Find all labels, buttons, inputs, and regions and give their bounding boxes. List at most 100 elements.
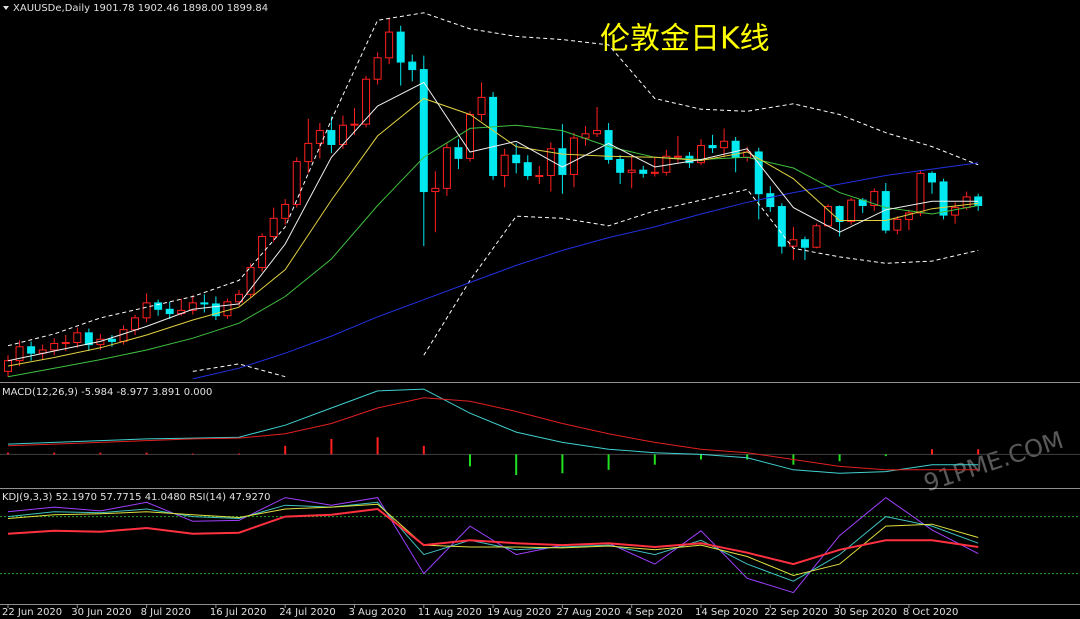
candle-body — [789, 239, 798, 247]
x-tick-label: 8 Oct 2020 — [903, 607, 958, 618]
histogram-bar — [284, 445, 287, 455]
candle-body — [650, 171, 659, 174]
candle-body — [500, 154, 509, 177]
candle-body — [165, 308, 174, 315]
candle-body — [916, 172, 925, 214]
histogram-bar — [145, 452, 148, 455]
candle-body — [708, 145, 717, 149]
histogram-bar — [977, 449, 980, 455]
histogram-bar — [700, 454, 702, 460]
histogram-bar — [376, 437, 379, 455]
menu-arrow — [3, 6, 9, 10]
x-tick-label: 30 Sep 2020 — [834, 607, 897, 618]
indicator-line — [7, 496, 979, 594]
indicator-line — [192, 162, 979, 380]
candle-body — [431, 187, 440, 193]
candle-body — [315, 130, 324, 144]
candle-body — [385, 31, 394, 59]
candle-body — [593, 130, 602, 135]
candle-body — [616, 158, 625, 173]
indicator-line — [7, 388, 979, 474]
x-tick-label: 14 Sep 2020 — [695, 607, 758, 618]
candle-body — [835, 206, 844, 223]
candle-body — [419, 69, 428, 193]
indicator-line — [7, 503, 979, 577]
candle-body — [327, 130, 336, 145]
candle-body — [362, 78, 371, 125]
candle-body — [211, 303, 220, 317]
indicator-line — [7, 97, 979, 367]
candle-body — [61, 341, 70, 345]
candle-body — [731, 140, 740, 158]
histogram-bar — [746, 454, 749, 460]
candle-body — [223, 301, 232, 317]
histogram-bar — [561, 454, 564, 474]
indicator-line — [192, 188, 979, 378]
candle-body — [766, 193, 775, 208]
candle-body — [84, 332, 93, 346]
histogram-bar — [53, 452, 56, 455]
candle-body — [304, 142, 313, 163]
candle-body — [73, 332, 82, 343]
histogram-bar — [931, 449, 933, 455]
candle-body — [200, 302, 209, 305]
candle-body — [119, 329, 128, 342]
candle-body — [904, 212, 913, 220]
candle-body — [489, 96, 498, 177]
x-tick-label: 8 Jul 2020 — [141, 607, 191, 618]
candle-body — [939, 181, 948, 216]
candle-body — [107, 338, 116, 342]
x-tick-label: 24 Jul 2020 — [279, 607, 336, 618]
candle-body — [50, 343, 59, 351]
histogram-bar — [422, 445, 425, 455]
candle-body — [396, 31, 405, 63]
indicator-line — [7, 397, 979, 471]
x-tick-label: 3 Aug 2020 — [349, 607, 407, 618]
candle-body — [131, 317, 140, 331]
x-tick-label: 22 Jun 2020 — [2, 607, 62, 618]
histogram-bar — [7, 452, 9, 455]
x-tick-label: 22 Sep 2020 — [764, 607, 827, 618]
x-tick-label: 16 Jul 2020 — [210, 607, 267, 618]
histogram-bar — [838, 454, 841, 462]
candle-body — [627, 169, 636, 173]
candle-body — [523, 162, 532, 177]
candle-body — [893, 218, 902, 231]
candle-body — [350, 123, 359, 126]
kdj-header: KDJ(9,3,3) 52.1970 57.7715 41.0480 RSI(1… — [2, 492, 271, 503]
histogram-bar — [238, 453, 240, 455]
candle-body — [281, 203, 290, 219]
chart-title: 伦敦金日K线 — [600, 22, 770, 57]
histogram-bar — [330, 438, 333, 455]
candle-body — [777, 206, 786, 247]
candle-body — [373, 57, 382, 80]
candle-body — [951, 207, 960, 216]
candle-body — [754, 151, 763, 195]
histogram-bar — [607, 454, 610, 470]
candle-body — [454, 147, 463, 159]
indicator-line — [7, 507, 979, 566]
candle-body — [812, 225, 821, 248]
candle-body — [720, 140, 729, 149]
candle-body — [535, 175, 544, 178]
candle-body — [962, 196, 971, 209]
candle-body — [697, 145, 705, 164]
histogram-bar — [469, 454, 471, 467]
candle-body — [269, 217, 278, 238]
histogram-bar — [653, 454, 656, 465]
candle-body — [246, 267, 255, 295]
candle-body — [154, 302, 163, 310]
x-tick-label: 27 Aug 2020 — [556, 607, 620, 618]
candle-body — [928, 172, 936, 183]
candle-body — [235, 293, 243, 303]
candle-body — [27, 346, 36, 354]
macd-header: MACD(12,26,9) -5.984 -8.977 3.891 0.000 — [2, 387, 212, 398]
histogram-bar — [191, 453, 194, 455]
candle-body — [639, 169, 648, 174]
x-tick-label: 19 Aug 2020 — [487, 607, 551, 618]
candle-body — [442, 147, 451, 189]
histogram-bar — [515, 454, 518, 475]
candle-body — [881, 191, 890, 231]
candle-body — [673, 155, 682, 158]
